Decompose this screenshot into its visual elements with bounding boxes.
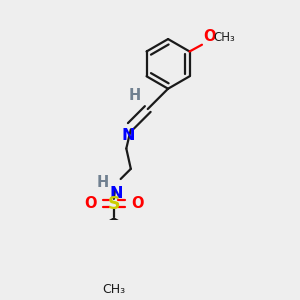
Text: O: O [203, 28, 216, 44]
Text: O: O [131, 196, 143, 211]
Text: N: N [110, 186, 123, 201]
Text: CH₃: CH₃ [102, 283, 125, 296]
Text: CH₃: CH₃ [213, 31, 235, 44]
Text: H: H [97, 175, 110, 190]
Text: S: S [108, 195, 120, 213]
Text: N: N [122, 128, 135, 143]
Text: H: H [129, 88, 141, 104]
Text: O: O [85, 196, 97, 211]
